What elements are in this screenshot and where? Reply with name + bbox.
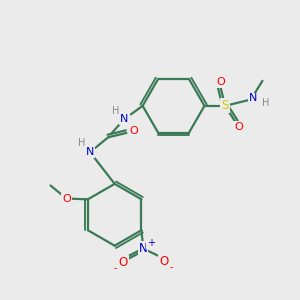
- Text: N: N: [120, 114, 129, 124]
- Text: N: N: [86, 147, 94, 157]
- Text: O: O: [216, 77, 225, 87]
- Text: N: N: [139, 242, 147, 255]
- Text: S: S: [221, 99, 229, 112]
- Text: N: N: [249, 94, 257, 103]
- Text: H: H: [262, 98, 269, 109]
- Text: H: H: [78, 138, 85, 148]
- Text: O: O: [62, 194, 71, 204]
- Text: +: +: [147, 238, 155, 248]
- Text: O: O: [130, 126, 139, 136]
- Text: H: H: [112, 106, 119, 116]
- Text: -: -: [113, 262, 117, 273]
- Text: O: O: [118, 256, 128, 269]
- Text: O: O: [234, 122, 243, 132]
- Text: -: -: [170, 262, 173, 272]
- Text: O: O: [159, 255, 168, 268]
